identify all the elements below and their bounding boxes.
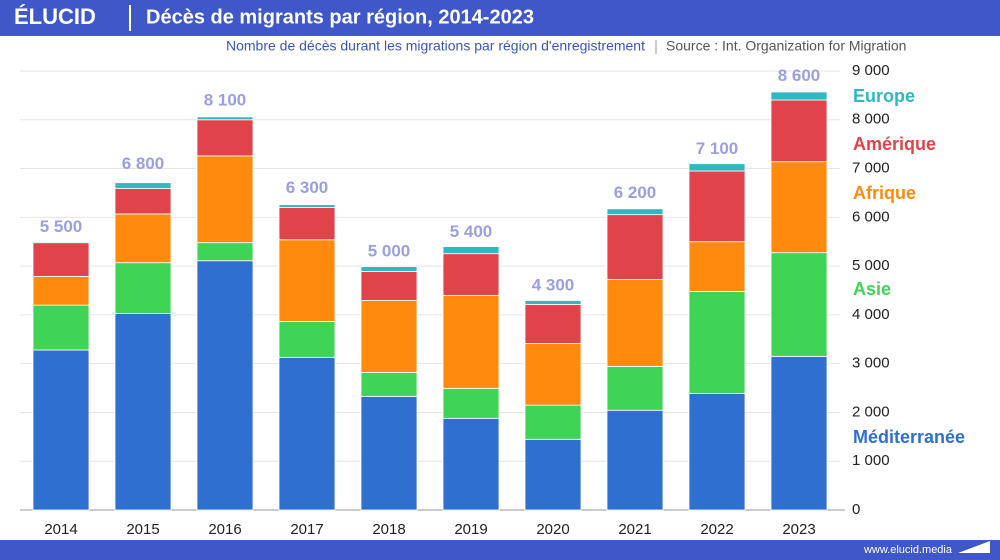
y-tick-label: 3 000 — [852, 355, 890, 372]
total-label: 6 300 — [286, 178, 329, 197]
x-tick-label: 2017 — [290, 521, 323, 538]
bar-segment — [114, 262, 172, 314]
bar-segment — [360, 266, 418, 272]
bar-segment — [114, 313, 172, 511]
bar-segment — [32, 349, 90, 511]
x-tick-label: 2021 — [618, 521, 651, 538]
chart-subtitle: Nombre de décès durant les migrations pa… — [226, 38, 645, 54]
legend-label: Méditerranée — [853, 427, 965, 447]
y-tick-label: 4 000 — [852, 306, 890, 323]
total-label: 6 200 — [614, 183, 657, 202]
bar-segment — [770, 161, 828, 254]
y-tick-label: 6 000 — [852, 208, 890, 225]
bar-segment — [360, 271, 418, 301]
x-tick-label: 2020 — [536, 521, 569, 538]
y-tick-label: 9 000 — [852, 62, 890, 79]
bar-segment — [196, 260, 254, 511]
total-label: 8 100 — [204, 90, 247, 109]
bar-segment — [606, 214, 664, 280]
bar-segment — [770, 252, 828, 357]
legend-label: Europe — [853, 86, 915, 106]
x-tick-label: 2016 — [208, 521, 241, 538]
bar-segment — [278, 356, 336, 511]
total-label: 7 100 — [696, 139, 739, 158]
footer-logo — [958, 541, 990, 553]
bar-segment — [688, 393, 746, 511]
bar-segment — [196, 116, 254, 121]
y-tick-label: 0 — [852, 501, 860, 518]
bar-segment — [770, 91, 828, 101]
footer-url: www.elucid.media — [863, 544, 953, 556]
total-label: 4 300 — [532, 276, 575, 295]
bar-segment — [278, 207, 336, 241]
bar-segment — [606, 365, 664, 411]
total-label: 5 000 — [368, 242, 411, 261]
bar-segment — [688, 241, 746, 292]
total-label: 5 400 — [450, 222, 493, 241]
bar-segment — [114, 182, 172, 189]
bar-segment — [32, 241, 90, 244]
bar-segment — [524, 304, 582, 344]
bar-segment — [114, 213, 172, 264]
bar-segment — [196, 155, 254, 244]
bar-segment — [770, 355, 828, 511]
bar-segment — [442, 246, 500, 255]
bar-segment — [278, 239, 336, 322]
y-tick-label: 5 000 — [852, 257, 890, 274]
bar-segment — [606, 409, 664, 511]
y-tick-label: 2 000 — [852, 403, 890, 420]
chart-source: Source : Int. Organization for Migration — [666, 38, 906, 54]
bar-segment — [688, 170, 746, 243]
bar-segment — [32, 242, 90, 277]
bar-segment — [606, 208, 664, 216]
header-bar — [0, 0, 1000, 36]
bar-segment — [360, 395, 418, 511]
bar-segment — [196, 242, 254, 262]
legend-label: Amérique — [853, 134, 936, 154]
bar-segment — [442, 294, 500, 389]
bar-segment — [606, 279, 664, 367]
y-tick-label: 1 000 — [852, 452, 890, 469]
total-label: 8 600 — [778, 66, 821, 85]
x-tick-label: 2023 — [782, 521, 815, 538]
x-tick-label: 2014 — [44, 521, 77, 538]
bar-segment — [360, 372, 418, 397]
chart-title: Décès de migrants par région, 2014-2023 — [146, 6, 534, 28]
bar-segment — [688, 163, 746, 172]
total-label: 5 500 — [40, 217, 83, 236]
legend-label: Asie — [853, 279, 891, 299]
bar-segment — [770, 99, 828, 163]
bar-segment — [442, 253, 500, 296]
bar-segment — [32, 275, 90, 306]
bar-segment — [196, 119, 254, 157]
x-tick-label: 2015 — [126, 521, 159, 538]
bar-segment — [278, 321, 336, 358]
bar-segment — [114, 188, 172, 215]
footer-bar — [0, 540, 1000, 560]
total-label: 6 800 — [122, 154, 165, 173]
brand-logo: ÉLUCID — [14, 4, 96, 29]
bar-segment — [360, 300, 418, 373]
x-tick-label: 2018 — [372, 521, 405, 538]
bar-segment — [524, 300, 582, 305]
bar-segment — [442, 417, 500, 511]
bar-segment — [524, 438, 582, 511]
bar-segment — [278, 204, 336, 208]
x-tick-label: 2019 — [454, 521, 487, 538]
bar-segment — [524, 343, 582, 406]
bar-segment — [32, 304, 90, 351]
bar-segment — [688, 291, 746, 394]
bar-segment — [442, 387, 500, 419]
x-tick-label: 2022 — [700, 521, 733, 538]
bar-segment — [524, 404, 582, 440]
y-tick-label: 8 000 — [852, 111, 890, 128]
y-tick-label: 7 000 — [852, 160, 890, 177]
legend-label: Afrique — [853, 183, 916, 203]
